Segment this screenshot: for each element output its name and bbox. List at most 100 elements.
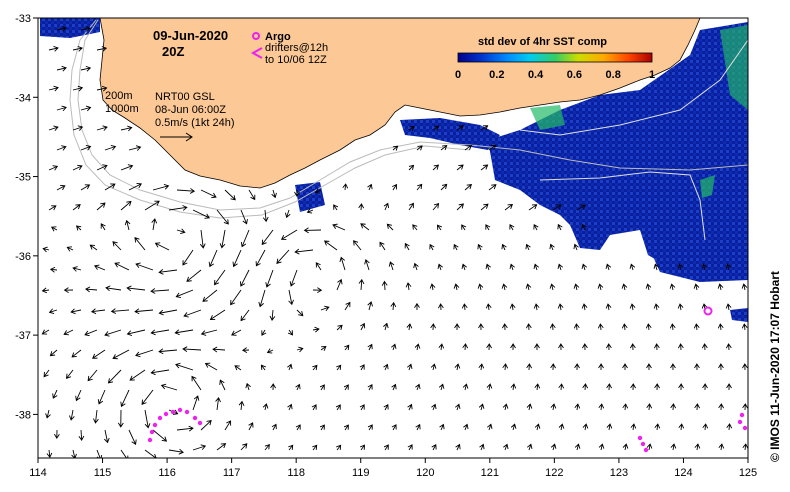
current-arrow <box>261 229 274 246</box>
current-arrow <box>52 389 58 399</box>
current-arrow <box>463 423 469 431</box>
legend: Argo drifters@12h to 10/06 12Z <box>250 31 328 66</box>
current-arrow <box>386 223 394 231</box>
current-arrow <box>383 322 389 331</box>
current-arrow <box>103 429 110 444</box>
sst-patch-mid <box>400 118 500 150</box>
current-arrow <box>319 424 325 431</box>
x-tick-label: 118 <box>287 467 305 479</box>
current-arrow <box>678 383 684 391</box>
current-arrow <box>431 403 437 411</box>
current-arrow <box>232 249 242 268</box>
sst-patch-east <box>488 22 748 275</box>
current-arrow <box>432 202 440 211</box>
current-arrow <box>176 425 194 432</box>
current-arrow <box>158 309 178 316</box>
current-arrow <box>742 403 748 411</box>
current-arrow <box>621 283 628 291</box>
current-arrow <box>333 204 339 211</box>
current-arrow <box>750 264 755 270</box>
current-arrow <box>694 363 700 371</box>
current-arrow <box>479 443 485 451</box>
current-arrow <box>557 223 563 231</box>
current-arrow <box>199 229 206 249</box>
current-arrow <box>464 144 472 151</box>
current-arrow <box>485 224 491 231</box>
current-arrow <box>66 246 74 252</box>
current-arrow <box>485 263 491 271</box>
current-arrow <box>750 304 755 310</box>
current-arrow <box>230 289 242 306</box>
current-arrow <box>549 323 556 331</box>
current-arrow <box>248 422 254 431</box>
current-arrow <box>622 443 629 451</box>
current-arrow <box>311 404 317 411</box>
current-arrow <box>718 443 725 451</box>
current-arrow <box>120 389 130 408</box>
current-arrow <box>408 126 415 131</box>
y-tick-label: -33 <box>15 13 31 25</box>
current-arrow <box>238 400 245 411</box>
current-arrow <box>509 303 516 311</box>
current-arrow <box>80 184 91 191</box>
current-arrow <box>392 183 397 191</box>
current-arrow <box>717 283 724 291</box>
current-arrow <box>71 349 82 358</box>
current-arrow <box>344 344 350 351</box>
current-arrow <box>49 349 58 357</box>
x-tick-label: 122 <box>545 467 563 479</box>
current-arrow <box>93 409 99 424</box>
current-arrow <box>287 403 293 411</box>
current-arrow <box>429 243 435 251</box>
current-arrow <box>576 204 586 211</box>
current-arrow <box>191 375 202 391</box>
current-arrow <box>89 244 98 251</box>
current-arrow <box>509 263 515 271</box>
current-arrow <box>456 164 464 171</box>
current-arrow <box>670 443 677 451</box>
current-arrow <box>717 323 724 331</box>
current-arrow <box>412 224 418 231</box>
current-arrow <box>534 423 541 431</box>
current-arrow <box>126 285 146 292</box>
current-arrow <box>240 209 248 225</box>
current-arrow <box>114 262 130 271</box>
current-arrow <box>359 364 365 371</box>
current-arrow <box>678 423 685 431</box>
current-arrow <box>214 269 226 286</box>
current-arrow <box>56 185 66 191</box>
current-arrow <box>437 303 444 311</box>
current-arrow <box>296 346 304 353</box>
current-arrow <box>87 369 98 382</box>
plot-area <box>38 18 756 458</box>
current-arrow <box>477 283 484 291</box>
current-arrow <box>606 343 612 351</box>
current-arrow <box>533 223 539 231</box>
current-arrow <box>461 263 467 271</box>
current-arrow <box>653 303 660 311</box>
current-arrow <box>241 347 250 354</box>
current-arrow <box>335 404 341 411</box>
current-arrow <box>332 223 346 231</box>
current-arrow <box>669 283 676 291</box>
current-arrow <box>49 266 58 273</box>
current-arrow <box>598 403 605 411</box>
current-arrow <box>525 283 532 291</box>
current-arrow <box>100 223 106 231</box>
current-arrow <box>271 423 277 431</box>
current-arrow <box>80 105 92 112</box>
argo-legend-icon <box>252 32 260 40</box>
current-arrow <box>260 364 266 371</box>
current-arrow <box>702 423 709 431</box>
current-arrow <box>454 323 460 331</box>
current-arrow <box>693 283 700 291</box>
current-arrow <box>677 343 684 351</box>
current-arrow <box>751 424 756 430</box>
current-arrow <box>176 188 196 194</box>
current-arrow <box>645 323 652 331</box>
current-arrow <box>621 323 628 331</box>
current-arrow <box>128 182 143 191</box>
current-arrow <box>92 349 106 359</box>
current-arrow <box>478 323 484 331</box>
